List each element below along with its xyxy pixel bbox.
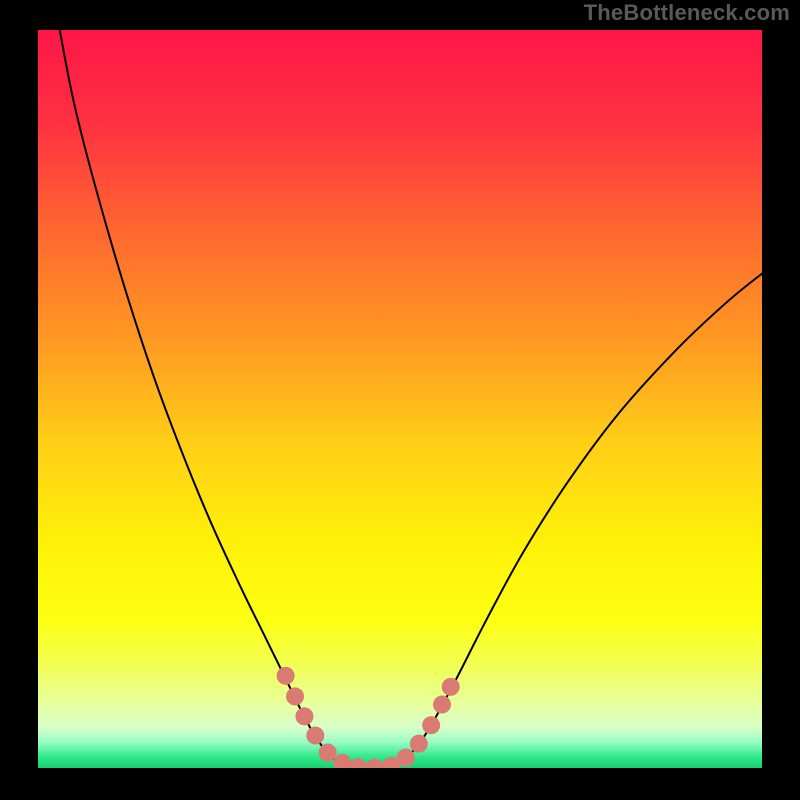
marker-dot	[422, 716, 440, 734]
watermark-text: TheBottleneck.com	[584, 0, 790, 26]
marker-dot	[286, 687, 304, 705]
chart-svg	[38, 30, 762, 768]
marker-dot	[397, 749, 415, 767]
marker-dot	[410, 735, 428, 753]
marker-dot	[277, 667, 295, 685]
gradient-background	[38, 30, 762, 768]
chart-frame: TheBottleneck.com	[0, 0, 800, 800]
bottleneck-chart	[38, 30, 762, 768]
marker-dot	[442, 678, 460, 696]
marker-dot	[295, 707, 313, 725]
marker-dot	[433, 696, 451, 714]
marker-dot	[319, 744, 337, 762]
marker-dot	[306, 727, 324, 745]
